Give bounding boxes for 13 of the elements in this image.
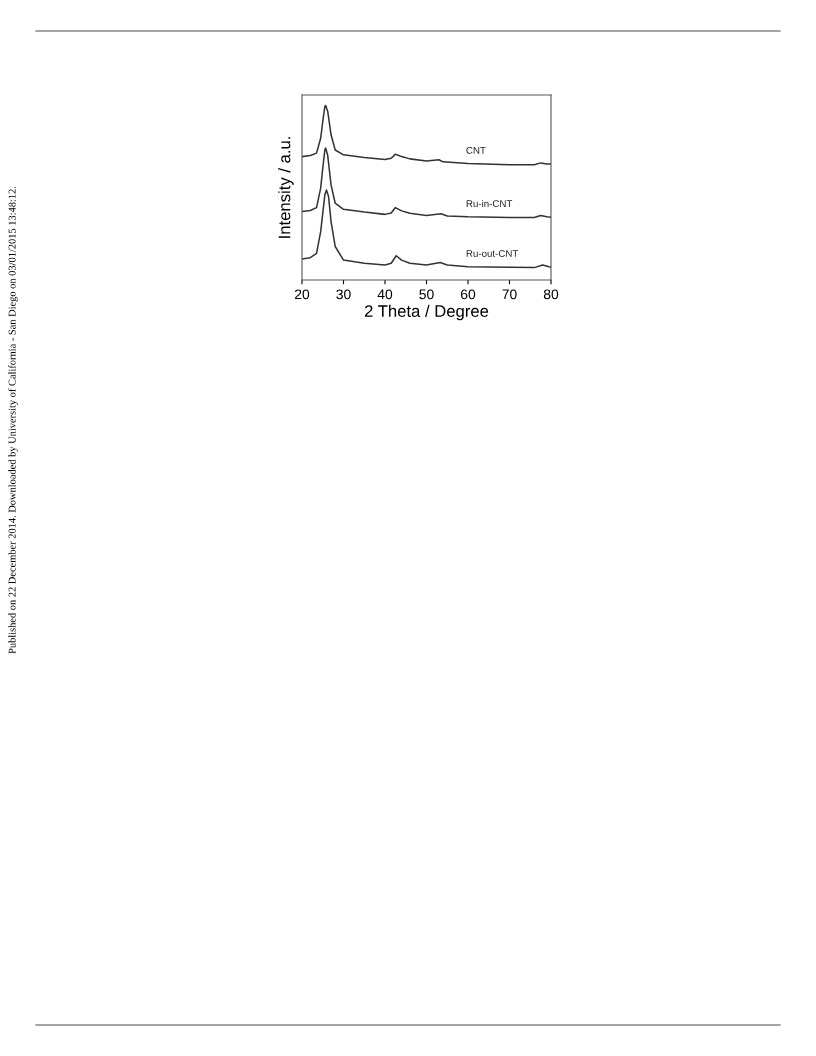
x-tick-label: 50: [419, 289, 434, 300]
x-axis-title: 2 Theta / Degree: [364, 304, 489, 321]
y-axis-title: Intensity / a.u.: [278, 137, 294, 238]
text: Published on 22 December 2014. Downloaded by University of California - San Diego on 03/01/2015 13:48:12.: [8, 186, 18, 654]
x-tick-label: 70: [502, 289, 517, 300]
x-tick-label: 30: [336, 289, 351, 300]
x-tick-label: 60: [460, 289, 476, 300]
series-label: Ru-in-CNT: [466, 199, 513, 208]
series-label: Ru-out-CNT: [466, 250, 519, 257]
x-tick-label: 40: [377, 289, 393, 300]
x-tick-label: 20: [294, 289, 310, 300]
x-tick-label: 80: [543, 289, 559, 300]
series-label: CNT: [466, 146, 486, 154]
